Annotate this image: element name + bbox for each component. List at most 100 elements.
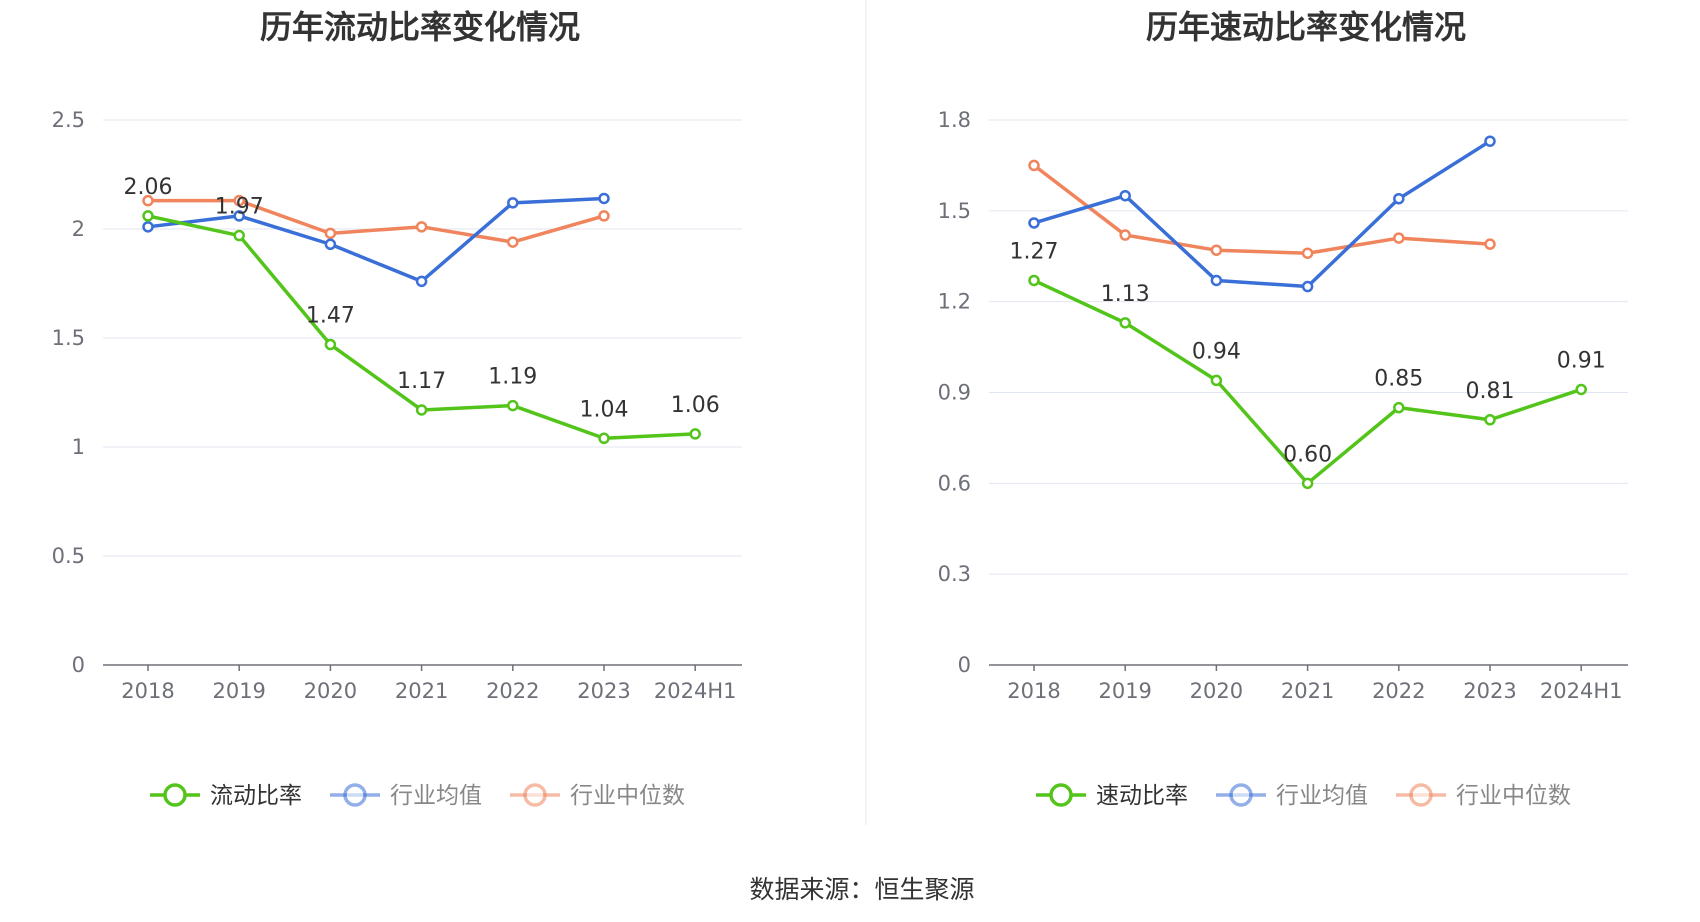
legend-marker bbox=[1409, 783, 1433, 807]
y-tick-label: 0 bbox=[72, 653, 85, 677]
data-point bbox=[598, 210, 610, 222]
legend-marker bbox=[1049, 783, 1073, 807]
y-tick-label: 1.5 bbox=[938, 199, 971, 223]
y-tick-label: 0.3 bbox=[938, 562, 971, 586]
y-tick-label: 1.8 bbox=[938, 108, 971, 132]
data-label: 1.27 bbox=[1010, 239, 1059, 264]
x-tick-label: 2023 bbox=[577, 679, 630, 703]
legend-item-2: 行业均值 bbox=[330, 783, 482, 809]
legend-marker bbox=[163, 783, 187, 807]
data-point bbox=[415, 221, 428, 233]
legend-item-2: 行业均值 bbox=[1216, 783, 1368, 809]
y-tick-label: 0 bbox=[958, 653, 971, 677]
x-tick-label: 2023 bbox=[1463, 679, 1516, 703]
legend-label: 流动比率 bbox=[210, 783, 302, 809]
data-point bbox=[142, 221, 154, 233]
x-tick-label: 2018 bbox=[121, 679, 174, 703]
y-tick-label: 1 bbox=[72, 435, 85, 459]
data-label: 2.06 bbox=[124, 175, 173, 200]
data-point bbox=[1119, 229, 1131, 241]
data-label: 0.60 bbox=[1283, 442, 1332, 467]
chart-2: 历年速动比率变化情况 0 0.3 0.6 0.9 1.2 1.5 1.8 2018 2019 202… bbox=[938, 8, 1628, 809]
legend-marker bbox=[523, 783, 547, 807]
source-note: 数据来源：恒生聚源 bbox=[749, 875, 974, 904]
legend-item-3: 行业中位数 bbox=[1396, 783, 1571, 809]
data-point bbox=[415, 275, 428, 288]
data-point bbox=[507, 236, 519, 248]
data-point bbox=[1028, 217, 1040, 229]
legend-label: 行业均值 bbox=[390, 783, 482, 809]
data-point bbox=[1028, 274, 1040, 287]
x-tick-label: 2021 bbox=[395, 679, 448, 703]
series-line-2 bbox=[1032, 139, 1492, 289]
data-point bbox=[1575, 383, 1587, 396]
y-tick-label: 2 bbox=[72, 217, 85, 241]
data-point bbox=[1393, 192, 1405, 205]
legend-item-1: 流动比率 bbox=[150, 783, 302, 809]
data-label: 1.13 bbox=[1101, 282, 1150, 307]
data-label: 1.06 bbox=[671, 393, 720, 418]
x-tick-label: 2024H1 bbox=[654, 679, 737, 703]
data-point bbox=[1119, 189, 1131, 202]
data-point bbox=[1484, 414, 1496, 426]
data-point bbox=[507, 197, 519, 209]
data-point bbox=[1210, 374, 1223, 387]
data-label: 0.94 bbox=[1192, 339, 1241, 364]
x-tick-label: 2019 bbox=[212, 679, 265, 703]
chart-title: 历年流动比率变化情况 bbox=[260, 8, 580, 46]
data-point bbox=[233, 229, 245, 242]
legend-label: 速动比率 bbox=[1096, 783, 1188, 809]
data-label: 0.91 bbox=[1557, 348, 1606, 373]
data-point bbox=[415, 404, 428, 416]
data-label: 1.04 bbox=[580, 397, 629, 422]
data-point bbox=[1301, 280, 1314, 293]
data-point bbox=[233, 194, 245, 207]
data-point bbox=[1028, 159, 1040, 172]
data-label: 0.81 bbox=[1466, 379, 1515, 404]
data-point bbox=[1393, 232, 1405, 244]
y-tick-label: 0.5 bbox=[52, 544, 85, 568]
y-tick-label: 1.5 bbox=[52, 326, 85, 350]
legend-marker bbox=[1229, 783, 1253, 807]
data-point bbox=[598, 432, 610, 445]
x-tick-label: 2024H1 bbox=[1540, 679, 1623, 703]
legend-label: 行业中位数 bbox=[1456, 783, 1571, 809]
series-line-2 bbox=[146, 196, 606, 284]
x-tick-label: 2019 bbox=[1098, 679, 1151, 703]
data-point bbox=[1484, 135, 1496, 147]
data-point bbox=[1210, 274, 1223, 287]
legend-item-3: 行业中位数 bbox=[510, 783, 685, 809]
x-tick-label: 2020 bbox=[304, 679, 357, 703]
y-tick-label: 2.5 bbox=[52, 108, 85, 132]
data-label: 1.17 bbox=[397, 369, 446, 394]
data-label: 1.47 bbox=[306, 304, 355, 329]
data-label: 1.19 bbox=[488, 365, 537, 390]
series-line-3 bbox=[146, 198, 606, 244]
data-point bbox=[1301, 477, 1314, 490]
series-line-3 bbox=[1032, 163, 1492, 255]
legend-marker bbox=[343, 783, 367, 807]
data-point bbox=[598, 192, 610, 205]
data-point bbox=[324, 227, 337, 240]
data-point bbox=[689, 428, 701, 440]
data-point bbox=[324, 338, 337, 351]
chart-1: 历年流动比率变化情况 0 0.5 1 1.5 2 2.5 2018 2019 2020 2021 20… bbox=[52, 8, 742, 809]
data-point bbox=[324, 238, 337, 251]
data-point bbox=[1393, 401, 1405, 414]
x-tick-label: 2018 bbox=[1007, 679, 1060, 703]
x-tick-label: 2022 bbox=[1372, 679, 1425, 703]
x-tick-label: 2020 bbox=[1190, 679, 1243, 703]
data-label: 1.97 bbox=[215, 195, 264, 220]
data-point bbox=[233, 210, 245, 222]
y-tick-label: 0.9 bbox=[938, 381, 971, 405]
data-point bbox=[1119, 317, 1131, 329]
data-point bbox=[1210, 244, 1223, 256]
x-tick-label: 2021 bbox=[1281, 679, 1334, 703]
data-point bbox=[142, 194, 154, 207]
y-tick-label: 1.2 bbox=[938, 290, 971, 314]
chart-title: 历年速动比率变化情况 bbox=[1146, 8, 1466, 46]
y-tick-label: 0.6 bbox=[938, 471, 971, 495]
data-point bbox=[1301, 247, 1314, 259]
